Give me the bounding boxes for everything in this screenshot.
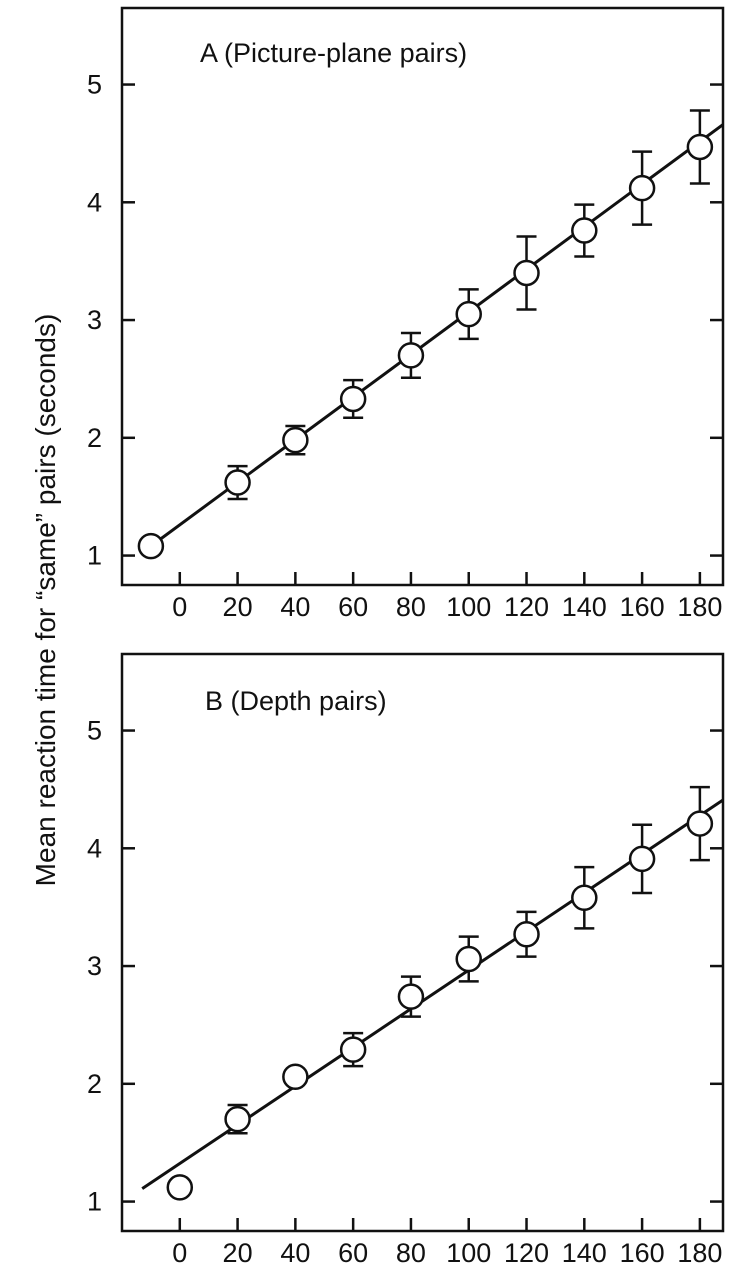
- x-tick-label: 100: [446, 592, 491, 622]
- panel-title: A (Picture-plane pairs): [200, 38, 467, 68]
- y-tick-label: 2: [87, 1069, 102, 1099]
- data-point: [397, 983, 425, 1010]
- data-point: [571, 884, 598, 912]
- y-tick-label: 2: [87, 423, 102, 453]
- x-tick-label: 140: [562, 592, 607, 622]
- panel-a-picture-plane: A (Picture-plane pairs)0 20 40 60 80 100 120 14…: [87, 6, 725, 622]
- x-tick-label: 60: [338, 592, 368, 622]
- x-tick-label: 160: [620, 1238, 665, 1267]
- data-point: [571, 217, 598, 244]
- data-point: [628, 174, 656, 202]
- y-tick-label: 1: [87, 541, 102, 571]
- x-tick-label: 140: [562, 1238, 607, 1267]
- data-point: [513, 259, 540, 287]
- y-tick-label: 4: [87, 187, 102, 217]
- x-tick-label: 80: [396, 1238, 426, 1267]
- y-tick-label: 5: [87, 70, 102, 100]
- data-point: [513, 921, 540, 948]
- x-tick-label: 20: [223, 592, 253, 622]
- x-tick-label: 60: [338, 1238, 368, 1267]
- x-tick-label: 20: [223, 1238, 253, 1267]
- x-tick-label: 40: [280, 592, 310, 622]
- y-tick-label: 3: [87, 305, 102, 335]
- data-point: [282, 426, 309, 454]
- data-point: [137, 532, 165, 560]
- data-point: [224, 1105, 251, 1133]
- x-tick-label: 180: [677, 592, 722, 622]
- x-tick-label: 120: [504, 1238, 549, 1267]
- x-tick-label: 120: [504, 592, 549, 622]
- x-tick-label: 0: [172, 592, 187, 622]
- data-point: [686, 810, 714, 837]
- plot-frame: [120, 6, 725, 587]
- y-tick-label: 4: [87, 833, 102, 863]
- x-tick-label: 160: [620, 592, 665, 622]
- data-point: [282, 1063, 309, 1090]
- data-point: [686, 133, 714, 161]
- y-tick-label: 1: [87, 1187, 102, 1217]
- data-point: [339, 385, 367, 413]
- data-point: [224, 469, 251, 496]
- plot-frame: [120, 652, 725, 1233]
- y-tick-label: 3: [87, 951, 102, 981]
- y-tick-label: 5: [87, 716, 102, 746]
- x-tick-label: 180: [677, 1238, 722, 1267]
- data-point: [455, 300, 482, 328]
- x-tick-label: 80: [396, 592, 426, 622]
- data-point: [455, 945, 482, 973]
- data-point: [628, 845, 656, 873]
- data-point: [397, 342, 425, 369]
- data-point: [166, 1174, 194, 1201]
- x-tick-label: 100: [446, 1238, 491, 1267]
- panel-title: B (Depth pairs): [205, 686, 387, 716]
- x-tick-label: 0: [172, 1238, 187, 1267]
- data-point: [339, 1036, 367, 1063]
- y-axis-label: Mean reaction time for “same” pairs (sec…: [30, 314, 61, 887]
- x-tick-label: 40: [280, 1238, 310, 1267]
- panel-b-depth: B (Depth pairs) 0 20 40 60 80 100 120 140 160 180 1…: [87, 652, 725, 1267]
